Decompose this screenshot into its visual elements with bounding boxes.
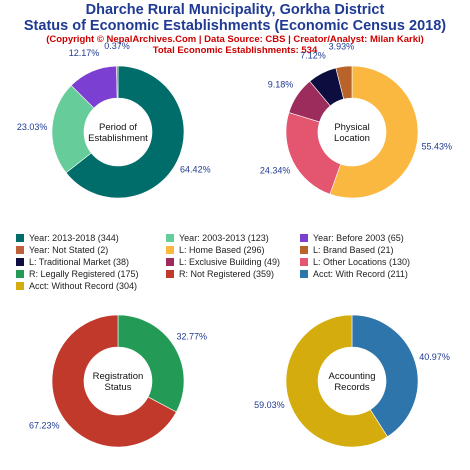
donut-slice	[351, 314, 419, 438]
legend-item: L: Traditional Market (38)	[16, 256, 166, 268]
legend-item: R: Not Registered (359)	[166, 268, 300, 280]
legend-label: L: Home Based (296)	[179, 245, 265, 255]
legend-swatch	[16, 282, 24, 290]
chart-title-line1: Dharche Rural Municipality, Gorkha Distr…	[85, 2, 385, 18]
legend-swatch	[16, 258, 24, 266]
legend-swatch	[300, 234, 308, 242]
legend-swatch	[166, 234, 174, 242]
legend-item: Year: Not Stated (2)	[16, 244, 166, 256]
slice-percent-label: 7.12%	[300, 50, 326, 60]
legend-item: Year: Before 2003 (65)	[300, 232, 450, 244]
donut-center-label: Registration	[93, 371, 144, 382]
chart-title-line2: Status of Economic Establishments (Econo…	[23, 18, 447, 34]
legend-label: Year: 2013-2018 (344)	[29, 233, 119, 243]
legend-swatch	[166, 258, 174, 266]
donut-hole	[85, 99, 151, 165]
donut-center-label: Records	[334, 382, 370, 393]
slice-percent-label: 55.43%	[421, 142, 452, 152]
slice-percent-label: 32.77%	[176, 332, 207, 342]
legend-swatch	[16, 246, 24, 254]
legend-label: L: Other Locations (130)	[313, 257, 411, 267]
legend-item: Year: 2013-2018 (344)	[16, 232, 166, 244]
donut-slice	[51, 314, 177, 448]
legend-swatch	[16, 270, 24, 278]
slice-percent-label: 64.42%	[180, 165, 211, 175]
donut-center-label: Physical	[334, 122, 369, 133]
legend-row: R: Legally Registered (175) R: Not Regist…	[16, 268, 456, 280]
legend-row: L: Traditional Market (38) L: Exclusive B…	[16, 256, 456, 268]
donut-center-label: Location	[334, 133, 370, 144]
chart-header: Dharche Rural Municipality, Gorkha Distr…	[0, 2, 470, 56]
donut-slice	[335, 65, 353, 100]
donut-center-label: Establishment	[88, 133, 148, 144]
donut-slice	[285, 314, 388, 448]
legend-swatch	[300, 246, 308, 254]
donut-hole	[319, 99, 385, 165]
legend-label: L: Exclusive Building (49)	[179, 257, 281, 267]
donut-slice	[116, 65, 119, 99]
legend-label: Year: 2003-2013 (123)	[179, 233, 269, 243]
legend-item: Year: 2003-2013 (123)	[166, 232, 300, 244]
donut-center-label: Period of	[99, 122, 137, 133]
legend-row: Acct: Without Record (304)	[16, 280, 456, 292]
legend-item: R: Legally Registered (175)	[16, 268, 166, 280]
legend-item: Acct: With Record (211)	[300, 268, 450, 280]
donut-center-label: Status	[105, 382, 132, 393]
legend-item: L: Exclusive Building (49)	[166, 256, 300, 268]
legend-item: Acct: Without Record (304)	[16, 280, 166, 292]
donut-slice	[65, 65, 185, 199]
legend-label: R: Not Registered (359)	[179, 269, 275, 279]
legend-label: Acct: With Record (211)	[313, 269, 408, 279]
legend-swatch	[300, 270, 308, 278]
legend-row: Year: 2013-2018 (344) Year: 2003-2013 (12…	[16, 232, 456, 244]
donut-slice	[329, 65, 419, 199]
slice-percent-label: 40.97%	[419, 352, 450, 362]
donut-center-label: Accounting	[328, 371, 375, 382]
legend-swatch	[300, 258, 308, 266]
legend-label: Year: Not Stated (2)	[29, 245, 109, 255]
legend-label: Acct: Without Record (304)	[29, 281, 138, 291]
legend-item: L: Home Based (296)	[166, 244, 300, 256]
legend-row: Year: Not Stated (2) L: Home Based (296) L…	[16, 244, 456, 256]
legend-swatch	[166, 246, 174, 254]
legend-item: L: Other Locations (130)	[300, 256, 450, 268]
slice-percent-label: 24.34%	[260, 166, 291, 176]
slice-percent-label: 12.17%	[69, 48, 100, 58]
donut-hole	[85, 348, 151, 414]
legend-label: L: Traditional Market (38)	[29, 257, 130, 267]
legend-swatch	[166, 270, 174, 278]
slice-percent-label: 59.03%	[254, 400, 285, 410]
legend-label: Year: Before 2003 (65)	[313, 233, 404, 243]
total-line: Total Economic Establishments: 534	[152, 45, 318, 56]
legend-swatch	[16, 234, 24, 242]
credit-line: (Copyright © NepalArchives.Com | Data So…	[46, 34, 424, 45]
legend-label: L: Brand Based (21)	[313, 245, 394, 255]
donut-hole	[319, 348, 385, 414]
legend-label: R: Legally Registered (175)	[29, 269, 139, 279]
legend: Year: 2013-2018 (344) Year: 2003-2013 (12…	[16, 232, 456, 292]
slice-percent-label: 67.23%	[29, 420, 60, 430]
slice-percent-label: 3.93%	[329, 42, 355, 52]
legend-item: L: Brand Based (21)	[300, 244, 450, 256]
slice-percent-label: 23.03%	[17, 122, 48, 132]
slice-percent-label: 0.37%	[104, 41, 130, 51]
donut-slice	[117, 314, 185, 413]
slice-percent-label: 9.18%	[268, 79, 294, 89]
